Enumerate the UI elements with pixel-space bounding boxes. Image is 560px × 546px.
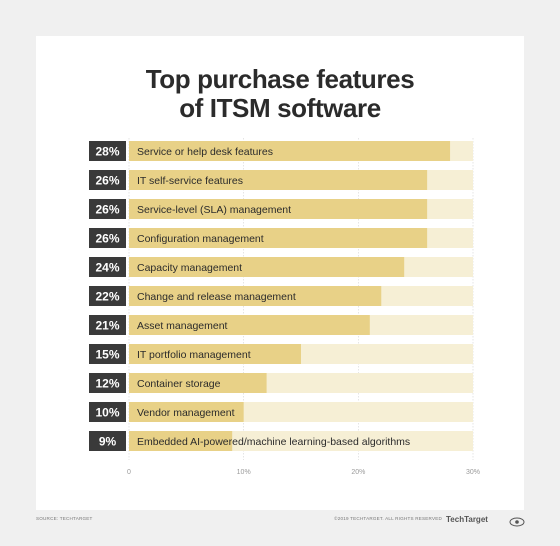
chart-title: Top purchase features of ITSM software	[36, 65, 524, 123]
value-label: 26%	[95, 174, 119, 188]
x-tick-label: 10%	[237, 469, 251, 476]
category-label: Configuration management	[137, 233, 264, 245]
bar	[129, 402, 244, 422]
category-label: Change and release management	[137, 291, 296, 303]
value-label-box	[89, 431, 126, 451]
category-label: Container storage	[137, 378, 221, 390]
value-label: 15%	[95, 348, 119, 362]
category-label: IT portfolio management	[137, 349, 251, 361]
value-label-box	[89, 402, 126, 422]
bar	[129, 170, 428, 190]
value-label: 26%	[95, 203, 119, 217]
category-label: IT self-service features	[137, 175, 243, 187]
value-label: 28%	[95, 145, 119, 159]
value-label: 26%	[95, 232, 119, 246]
value-label-box	[89, 257, 126, 277]
value-label: 24%	[95, 261, 119, 275]
value-label-box	[89, 199, 126, 219]
category-label: Capacity management	[137, 262, 242, 274]
bar	[129, 315, 370, 335]
source-note: SOURCE: TECHTARGET	[36, 516, 93, 521]
value-label-box	[89, 373, 126, 393]
bar	[129, 286, 382, 306]
value-label-box	[89, 286, 126, 306]
value-label-box	[89, 170, 126, 190]
value-label-box	[89, 315, 126, 335]
copyright-note: ©2019 TECHTARGET. ALL RIGHTS RESERVED	[334, 515, 442, 521]
brand-logo-pupil-icon	[515, 520, 519, 524]
value-label: 9%	[99, 435, 117, 449]
category-label: Asset management	[137, 320, 228, 332]
bar	[129, 257, 405, 277]
value-label: 21%	[95, 319, 119, 333]
value-label: 10%	[95, 406, 119, 420]
chart-title-line-1: Top purchase features	[145, 64, 415, 94]
bar	[129, 344, 301, 364]
value-label-box	[89, 228, 126, 248]
bar	[129, 431, 233, 451]
bar	[129, 199, 428, 219]
category-label: Embedded AI-powered/machine learning-bas…	[137, 436, 410, 448]
value-label: 22%	[95, 290, 119, 304]
value-label: 12%	[95, 377, 119, 391]
x-tick-label: 30%	[466, 469, 480, 476]
x-tick-label: 0	[127, 469, 131, 476]
category-label: Vendor management	[137, 407, 235, 419]
category-label: Service or help desk features	[137, 146, 273, 158]
value-label-box	[89, 344, 126, 364]
value-label-box	[89, 141, 126, 161]
bar	[129, 141, 451, 161]
category-label: Service-level (SLA) management	[137, 204, 291, 216]
brand-logo-icon	[509, 517, 525, 527]
brand-wordmark: TechTarget	[446, 515, 488, 524]
x-tick-label: 20%	[351, 469, 365, 476]
bar	[129, 373, 267, 393]
chart-title-line-2: of ITSM software	[179, 93, 381, 123]
bar	[129, 228, 428, 248]
